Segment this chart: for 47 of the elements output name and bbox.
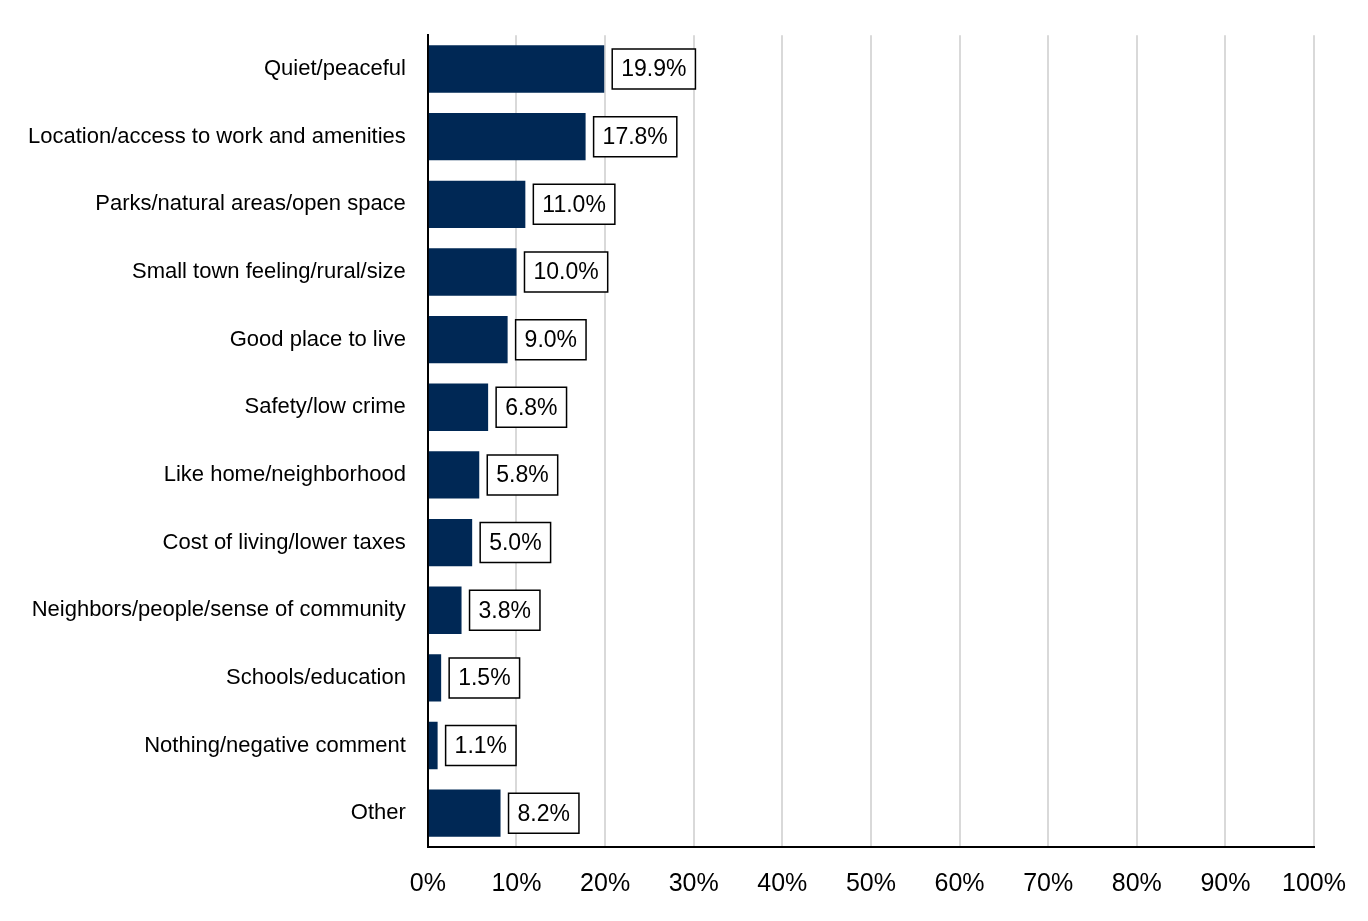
y-tick-label: Good place to live (229, 325, 406, 351)
x-tick-label: 30% (668, 867, 719, 896)
data-label: 6.8% (505, 393, 558, 420)
x-tick-label: 60% (934, 867, 985, 896)
bar (428, 451, 480, 499)
y-tick-label: Nothing/negative comment (144, 731, 406, 757)
x-tick-label: 40% (757, 867, 808, 896)
y-tick-label: Like home/neighborhood (163, 460, 406, 486)
bar (428, 518, 473, 567)
x-tick-label: 70% (1023, 867, 1074, 896)
bar (428, 721, 438, 770)
x-tick-label: 10% (491, 867, 542, 896)
data-label: 1.5% (458, 664, 511, 691)
x-tick-label: 90% (1200, 867, 1251, 896)
bar (428, 315, 508, 364)
y-tick-label: Cost of living/lower taxes (162, 528, 406, 554)
y-tick-label: Schools/education (226, 663, 406, 689)
y-tick-label: Location/access to work and amenities (27, 122, 406, 148)
data-label: 11.0% (542, 190, 606, 217)
y-tick-label: Parks/natural areas/open space (95, 190, 406, 216)
data-label: 10.0% (533, 258, 599, 285)
bar (428, 248, 517, 296)
x-tick-label: 80% (1111, 867, 1162, 896)
bar (428, 180, 526, 228)
data-label: 9.0% (524, 325, 578, 352)
bar (428, 654, 442, 702)
x-tick-label: 20% (580, 867, 631, 896)
y-tick-label: Small town feeling/rural/size (131, 258, 406, 284)
data-label: 3.8% (478, 596, 531, 623)
bar (428, 789, 501, 837)
y-tick-label: Safety/low crime (244, 393, 406, 419)
x-tick-label: 0% (409, 867, 446, 896)
data-label: 19.9% (621, 55, 687, 82)
y-tick-label: Other (350, 799, 406, 825)
bar (428, 45, 605, 93)
data-label: 8.2% (517, 799, 570, 826)
y-tick-label: Neighbors/people/sense of community (31, 596, 406, 622)
bar (428, 586, 462, 634)
bar (428, 383, 489, 431)
bar (428, 113, 586, 161)
x-tick-label: 50% (845, 867, 896, 896)
data-label: 1.1% (454, 731, 508, 758)
x-tick-label: 100% (1282, 867, 1347, 896)
data-label: 5.0% (489, 528, 542, 555)
data-label: 5.8% (496, 461, 549, 488)
y-tick-label: Quiet/peaceful (263, 55, 406, 81)
data-label: 17.8% (602, 123, 668, 150)
